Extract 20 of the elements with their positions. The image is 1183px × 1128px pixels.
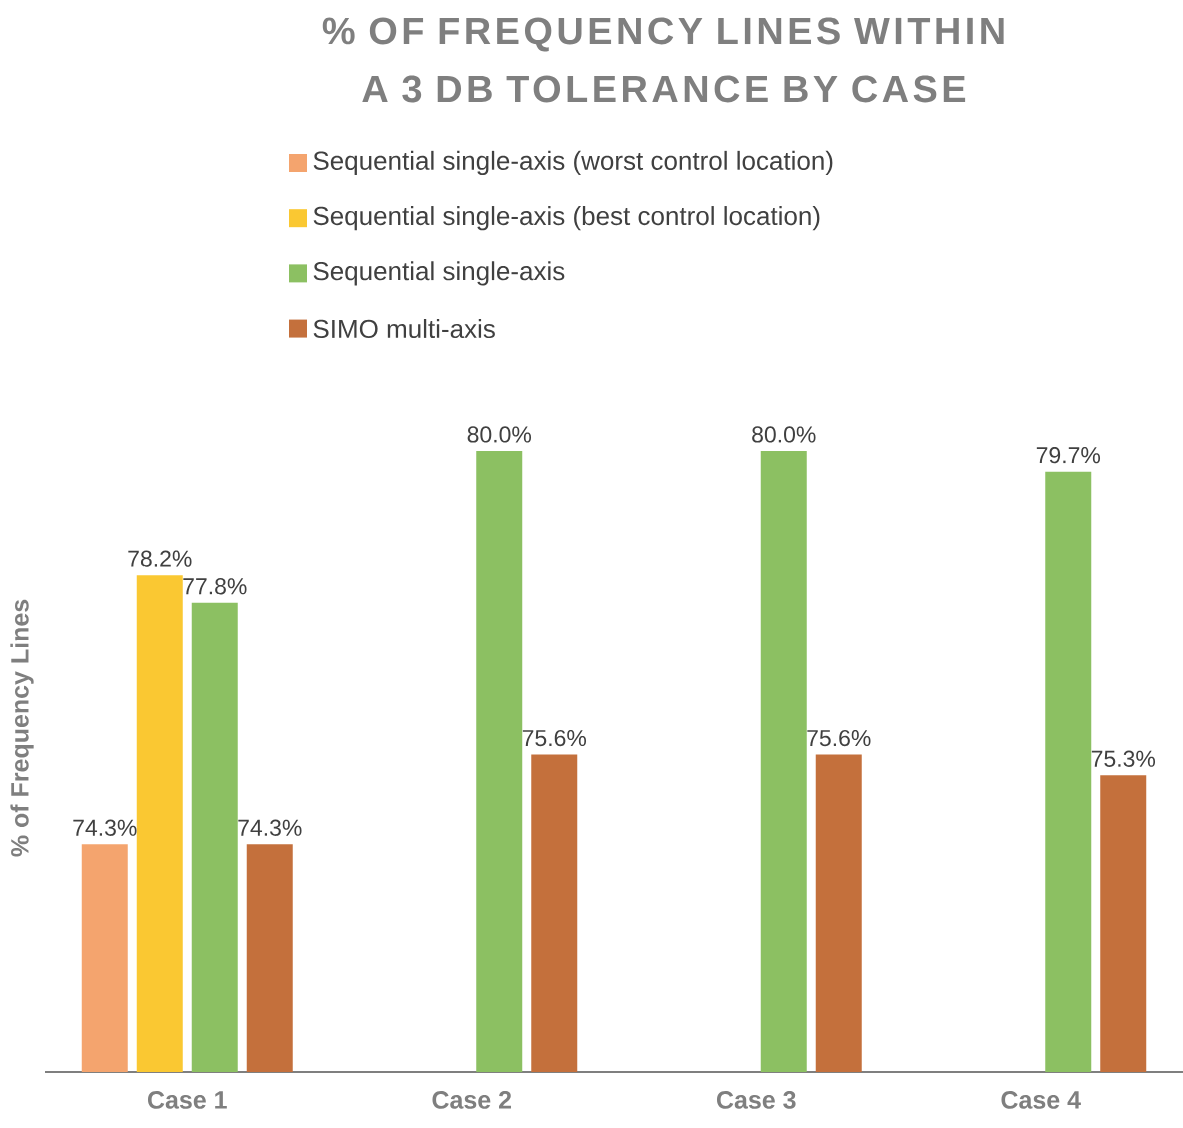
y-axis-title: % of Frequency Lines [10,599,34,857]
x-tick-label: Case 3 [716,1091,796,1109]
x-tick-label: Case 1 [147,1091,227,1109]
data-label: 75.6% [807,729,871,747]
data-label: 80.0% [752,426,816,443]
data-label: 75.6% [522,729,587,747]
data-label: 74.3% [73,819,137,836]
x-tick-label: Case 4 [1001,1091,1081,1109]
legend-label: Sequential single-axis (worst control location) [313,150,833,176]
data-label: 79.7% [1036,447,1101,464]
data-label: 74.3% [238,819,302,836]
chart-title: % OF FREQUENCY LINES WITHIN A 3 DB TOLERANCE BY CASE [322,17,1004,103]
x-tick-label: Case 2 [432,1091,512,1109]
data-label: 77.8% [183,578,247,595]
data-label: 75.3% [1091,750,1156,767]
legend-label: SIMO multi-axis [313,319,495,339]
data-label: 78.2% [128,550,192,567]
legend-label: Sequential single-axis [313,261,565,286]
legend-label: Sequential single-axis (best control location) [313,206,820,231]
data-label: 80.0% [467,426,532,443]
